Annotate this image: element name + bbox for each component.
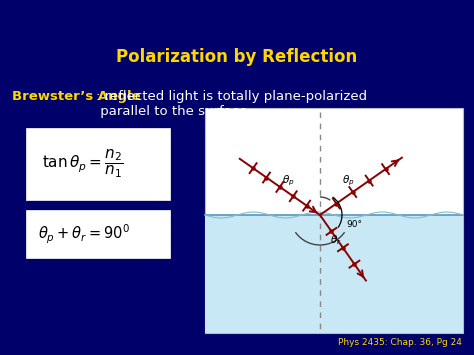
Text: $\theta_p$: $\theta_p$ — [342, 173, 355, 187]
Text: $\theta_p + \theta_r = 90^0$: $\theta_p + \theta_r = 90^0$ — [38, 222, 130, 246]
Text: 90°: 90° — [346, 220, 362, 229]
FancyBboxPatch shape — [26, 210, 170, 258]
Bar — [205, 108, 463, 333]
Text: $\theta_p$: $\theta_p$ — [282, 173, 294, 187]
Text: $\tan\theta_p = \dfrac{n_2}{n_1}$: $\tan\theta_p = \dfrac{n_2}{n_1}$ — [42, 148, 124, 180]
Text: $\theta_r$: $\theta_r$ — [330, 233, 342, 247]
Text: Phys 2435: Chap. 36, Pg 24: Phys 2435: Chap. 36, Pg 24 — [338, 338, 462, 347]
Text: : reflected light is totally plane-polarized
 parallel to the surface.: : reflected light is totally plane-polar… — [96, 90, 367, 118]
Text: Brewster’s Angle: Brewster’s Angle — [12, 90, 141, 103]
Bar — [205, 215, 463, 333]
Text: Polarization by Reflection: Polarization by Reflection — [117, 48, 357, 66]
FancyBboxPatch shape — [26, 128, 170, 200]
